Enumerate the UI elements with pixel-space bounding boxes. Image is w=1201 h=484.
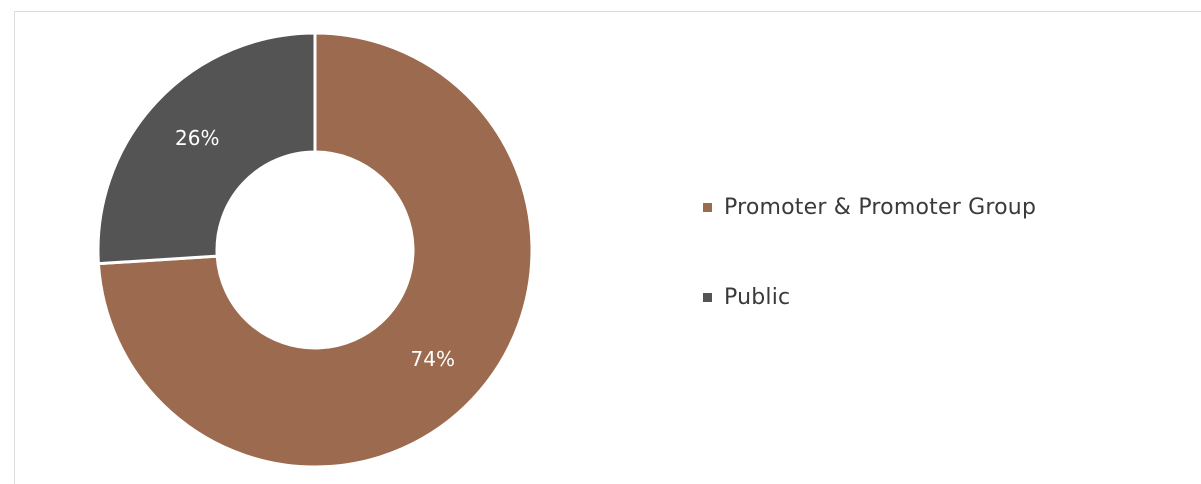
chart-legend: Promoter & Promoter Group Public: [703, 190, 1036, 314]
legend-item-public: Public: [703, 280, 1036, 314]
slice-label-public: 26%: [175, 126, 219, 150]
legend-swatch-public: [703, 292, 712, 302]
slice-promoter: [96, 31, 534, 469]
legend-label-public: Public: [724, 284, 791, 310]
legend-label-promoter: Promoter & Promoter Group: [724, 194, 1037, 220]
slice-public: [96, 31, 317, 266]
slice-label-promoter: 74%: [411, 347, 455, 371]
legend-item-promoter: Promoter & Promoter Group: [703, 190, 1036, 224]
legend-swatch-promoter: [703, 202, 712, 212]
